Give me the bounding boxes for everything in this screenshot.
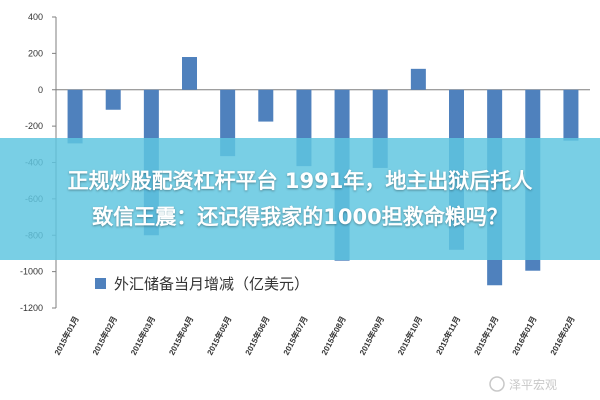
y-tick-label: 200: [28, 48, 43, 58]
x-tick-label: 2015年08月: [319, 314, 348, 356]
watermark: 泽平宏观: [489, 376, 557, 392]
y-tick-label: -1200: [20, 303, 43, 313]
x-tick-label: 2015年01月: [52, 314, 81, 356]
banner-title-line-2[interactable]: 致信王震：还记得我家的1000担救命粮吗？: [92, 205, 508, 229]
x-tick-label: 2016年01月: [510, 314, 539, 356]
legend: 外汇储备当月增减（亿美元）: [95, 275, 309, 293]
x-tick-label: 2015年02月: [90, 314, 119, 356]
x-tick-label: 2015年05月: [205, 314, 234, 356]
x-tick-label: 2015年11月: [434, 314, 463, 356]
x-tick-label: 2015年10月: [395, 314, 424, 356]
bar: [182, 57, 197, 90]
y-tick-label: -200: [25, 121, 43, 131]
bar: [105, 89, 121, 110]
legend-label: 外汇储备当月增减（亿美元）: [114, 275, 309, 293]
y-tick-label: -1000: [20, 267, 43, 277]
y-tick-label: 0: [38, 85, 43, 95]
x-tick-label: 2016年02月: [548, 314, 577, 356]
x-tick-label: 2015年06月: [243, 314, 272, 356]
x-tick-label: 2015年12月: [472, 314, 501, 356]
y-tick-label: 400: [28, 12, 43, 22]
x-tick-label: 2015年04月: [166, 314, 195, 356]
bar: [67, 89, 83, 144]
bar: [563, 89, 579, 141]
watermark-text: 泽平宏观: [509, 377, 557, 392]
bar: [258, 89, 274, 122]
watermark-icon: [489, 376, 505, 392]
x-tick-label: 2015年07月: [281, 314, 310, 356]
banner-title-line-1[interactable]: 正规炒股配资杠杆平台 1991年，地主出狱后托人: [67, 169, 533, 193]
x-tick-label: 2015年09月: [357, 314, 386, 356]
x-tick-label: 2015年03月: [128, 314, 157, 356]
bar: [410, 68, 426, 90]
title-banner: 正规炒股配资杠杆平台 1991年，地主出狱后托人 致信王震：还记得我家的1000…: [0, 138, 600, 260]
legend-swatch: [95, 278, 106, 289]
